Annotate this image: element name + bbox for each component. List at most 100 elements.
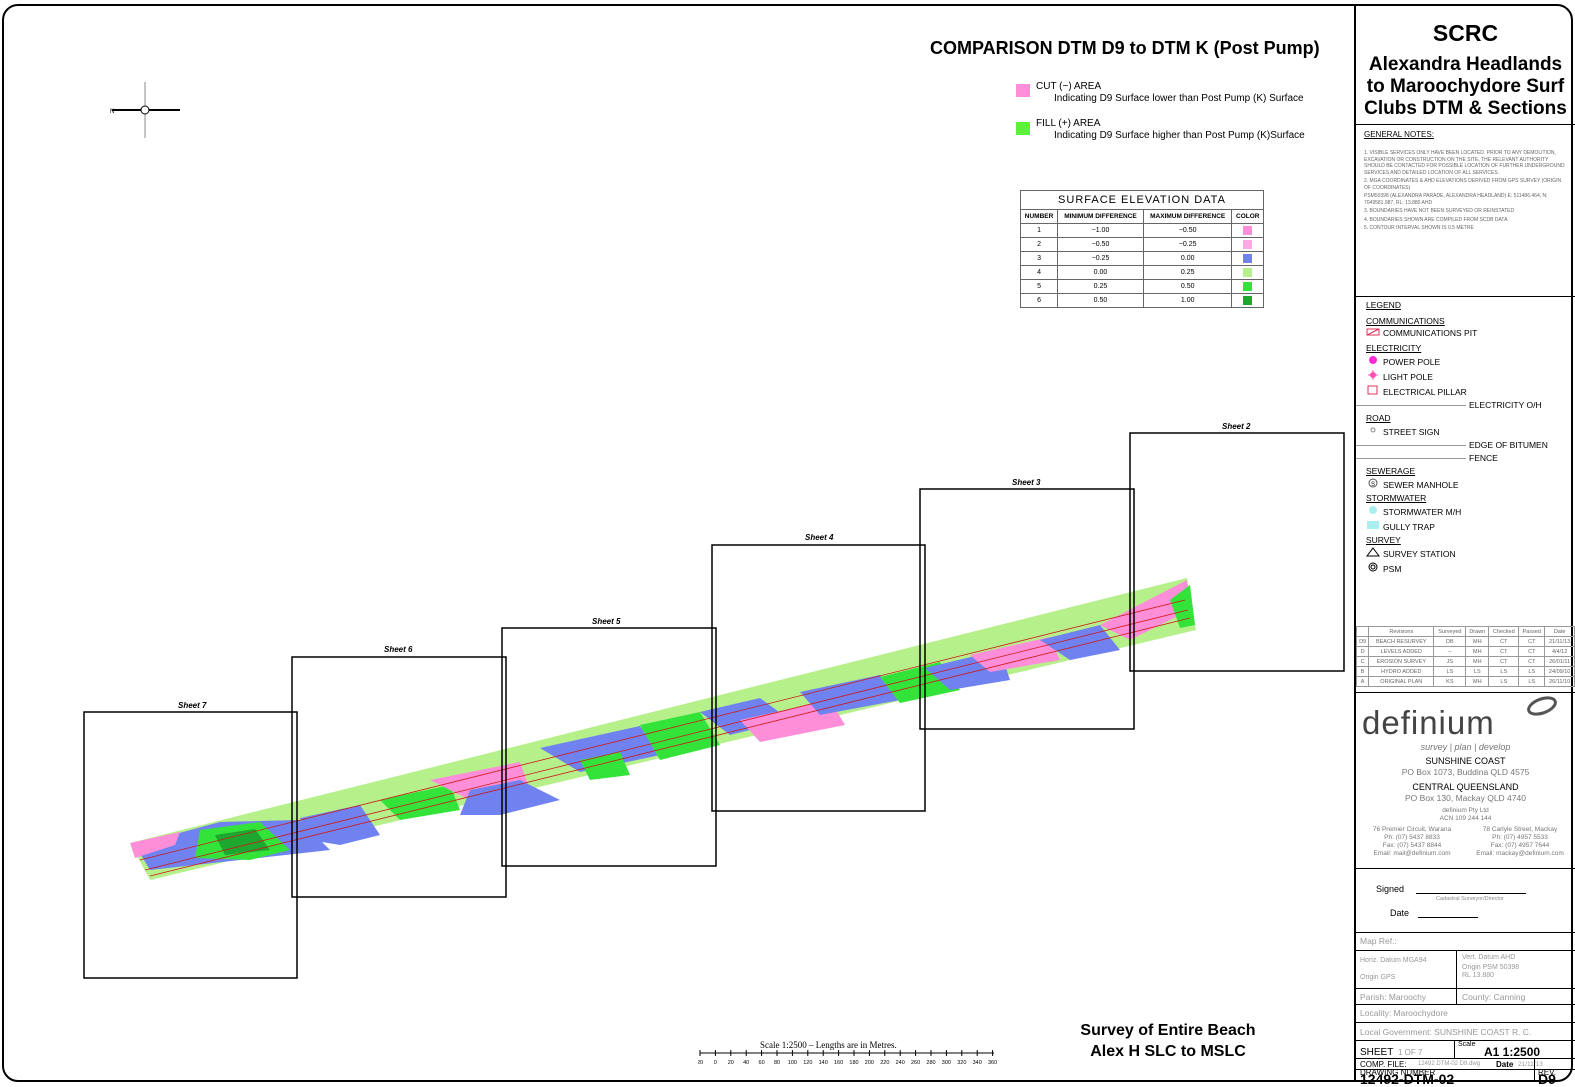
contacts-right: 78 Carlyle Street, Mackay Ph: (07) 4957 5…	[1466, 826, 1574, 858]
survey-note-line: Alex H SLC to MSLC	[1090, 1043, 1246, 1060]
tagline: survey | plan | develop	[1420, 742, 1511, 752]
sheet-label: Sheet 6	[384, 645, 413, 654]
project-title: Alexandra Headlands to Maroochydore Surf…	[1356, 54, 1575, 120]
table-row: 2 −0.50 −0.25	[1019, 237, 1264, 252]
legend-item-label: SURVEY STATION	[1383, 549, 1456, 559]
revision-cell: C	[1355, 656, 1370, 667]
fill-key: FILL (+) AREA Indicating D9 Surface high…	[1036, 118, 1305, 142]
revision-header: Drawn	[1465, 626, 1490, 637]
legend-item-label: ELECTRICITY O/H	[1469, 400, 1542, 410]
scale-tick-label: 200	[865, 1060, 874, 1066]
revision-cell: EROSION SURVEY	[1368, 656, 1435, 667]
cut-desc: Indicating D9 Surface lower than Post Pu…	[1054, 93, 1304, 104]
contact-line: 76 Premier Circuit, Warana	[1372, 826, 1452, 833]
revision-cell: 4/4/12	[1544, 646, 1575, 657]
survey-note-line: Survey of Entire Beach	[1080, 1022, 1256, 1039]
contact-line: Ph: (07) 4957 5533	[1492, 834, 1548, 841]
power-pole-icon	[1366, 356, 1380, 367]
color-swatch	[1243, 226, 1253, 235]
vert-rl: RL 13.880	[1462, 972, 1495, 979]
legend-item: STREET SIGN	[1366, 425, 1440, 437]
revision-cell: 24/09/10	[1544, 666, 1575, 677]
scale-tick-label: 60	[759, 1060, 765, 1066]
color-swatch	[1243, 268, 1253, 277]
legend-heading: STORMWATER	[1366, 493, 1427, 503]
scale-tick-label: 240	[896, 1060, 905, 1066]
table-cell: 6	[1019, 293, 1059, 308]
survey-note: Survey of Entire Beach Alex H SLC to MSL…	[1078, 1020, 1258, 1062]
legend-item-label: PSM	[1383, 564, 1402, 574]
abn-line: ACN 109 244 144	[1439, 815, 1492, 822]
legend-heading: LEGEND	[1366, 300, 1401, 310]
revision-row: D LEVELS ADDED – MH CT CT 4/4/12	[1355, 646, 1575, 657]
revision-header-row: Revisions Surveyed Drawn Checked Passed Date	[1355, 626, 1575, 637]
general-notes: 1. VISIBLE SERVICES ONLY HAVE BEEN LOCAT…	[1364, 150, 1569, 234]
revision-cell: CT	[1518, 656, 1546, 667]
fill-swatch	[1016, 122, 1030, 135]
legend-item-label: STORMWATER M/H	[1383, 507, 1462, 517]
datum-divider	[1456, 950, 1457, 988]
signature-line	[1416, 893, 1526, 894]
sheet-box	[1129, 432, 1345, 672]
revision-header: Checked	[1488, 626, 1520, 637]
legend-line-item: FENCE	[1356, 453, 1570, 463]
sheet-box	[291, 656, 507, 898]
north-arrow-icon: N	[110, 82, 180, 138]
legend-item-label: EDGE OF BITUMEN	[1469, 440, 1548, 450]
sheet-divider	[1454, 1040, 1455, 1058]
definium-logo-icon	[1527, 696, 1557, 716]
revision-cell: ORIGINAL PLAN	[1368, 676, 1435, 687]
office1-name: SUNSHINE COAST	[1425, 756, 1506, 766]
sheet-label: Sheet 7	[178, 701, 207, 710]
revision-cell: D	[1355, 646, 1370, 657]
revision-cell: CT	[1488, 646, 1520, 657]
title-block: SCRC Alexandra Headlands to Maroochydore…	[1354, 4, 1575, 1086]
rev-label: REV.	[1538, 1068, 1556, 1077]
revisions-table: Revisions Surveyed Drawn Checked Passed Date D…	[1355, 626, 1575, 687]
color-cell	[1231, 293, 1264, 308]
drawing-number: 12492-DTM-02	[1360, 1071, 1455, 1087]
note-item: 4. BOUNDARIES SHOWN ARE COMPILED FROM SC…	[1364, 216, 1508, 223]
revision-row: A ORIGINAL PLAN KS MH LS LS 26/11/10	[1355, 676, 1575, 687]
revision-cell: MH	[1465, 676, 1490, 687]
table-row: 6 0.50 1.00	[1019, 293, 1264, 308]
horiz-origin: Origin GPS	[1360, 974, 1396, 981]
revision-cell: CT	[1518, 646, 1546, 657]
scale-caption: Scale 1:2500 – Lengths are in Metres.	[760, 1040, 897, 1050]
date-label-tb: Date	[1496, 1060, 1514, 1069]
legend-item: PSM	[1366, 562, 1401, 574]
parish-divider	[1456, 988, 1457, 1004]
sheet-label: Sheet 5	[592, 617, 621, 626]
scale-tick-label: 300	[942, 1060, 951, 1066]
revision-cell: LS	[1518, 666, 1546, 677]
elec-pillar-icon	[1366, 385, 1380, 397]
comm-pit-icon	[1366, 328, 1380, 338]
revision-cell: MH	[1465, 656, 1490, 667]
revision-cell: A	[1355, 676, 1370, 687]
contacts-left: 76 Premier Circuit, Warana Ph: (07) 5437 …	[1358, 826, 1466, 858]
survey-map	[83, 432, 1345, 979]
scale-tick-label: 260	[911, 1060, 920, 1066]
note-item: 2. MGA COORDINATES & AHD ELEVATIONS DERI…	[1364, 178, 1562, 191]
legend-item: POWER POLE	[1366, 355, 1440, 367]
sheet-label: Sheet 4	[805, 533, 834, 542]
client-name: SCRC	[1432, 20, 1499, 46]
date-value: 21/11/13	[1518, 1061, 1543, 1068]
svg-text:N: N	[110, 109, 114, 115]
legend-heading: SEWERAGE	[1366, 466, 1416, 476]
legend-heading: COMMUNICATIONS	[1366, 316, 1445, 326]
vert-origin: Origin PSM 50398	[1462, 964, 1520, 971]
parish: Parish: Maroochy	[1360, 992, 1427, 1002]
fill-label: FILL (+) AREA	[1036, 118, 1101, 129]
table-row: 5 0.25 0.50	[1019, 279, 1264, 294]
comp-file-value: 12492 DTM-02 D9.dwg	[1418, 1061, 1481, 1067]
legend-item-label: POWER POLE	[1383, 357, 1441, 367]
revision-header: Date	[1544, 626, 1575, 637]
project-title-line: to Maroochydore Surf	[1366, 76, 1565, 97]
table-row: 4 0.00 0.25	[1019, 265, 1264, 280]
revision-cell: LEVELS ADDED	[1368, 646, 1435, 657]
svg-text:S: S	[1371, 482, 1375, 488]
line-symbol-icon	[1356, 405, 1466, 407]
local-government: Local Government: SUNSHINE COAST R. C.	[1360, 1027, 1532, 1037]
gully-icon	[1366, 521, 1380, 532]
